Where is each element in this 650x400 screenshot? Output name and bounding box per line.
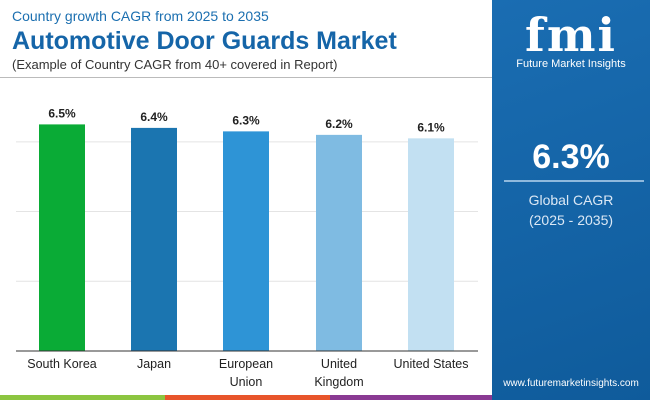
- cagr-period: (2025 - 2035): [528, 212, 614, 228]
- bar-chart: 6.5% South Korea 6.4% Japan 6.3% European Unio…: [16, 106, 478, 389]
- website-link[interactable]: www.futuremarketinsights.com: [503, 378, 639, 389]
- chart-note: (Example of Country CAGR from 40+ covere…: [12, 57, 338, 72]
- panel-divider: [504, 180, 644, 182]
- cagr-label: Global CAGR: [528, 192, 614, 208]
- data-label: 6.5%: [48, 106, 76, 120]
- bar-0: [39, 124, 85, 352]
- x-tick-label: United: [321, 357, 357, 371]
- logo-text: Future Market Insights: [516, 58, 626, 70]
- bar-3: [316, 134, 362, 351]
- fmi-logo: fmi: [525, 8, 617, 62]
- global-cagr-value: 6.3%: [532, 138, 610, 176]
- chart-title: Automotive Door Guards Market: [12, 27, 397, 55]
- data-label: 6.4%: [140, 110, 168, 124]
- bar-1: [131, 127, 177, 351]
- data-label: 6.1%: [417, 120, 445, 134]
- x-tick-label: Union: [230, 375, 263, 389]
- x-tick-label: European: [219, 357, 273, 371]
- stripe-green: [0, 395, 165, 400]
- bar-4: [408, 138, 454, 351]
- stripe-purple: [330, 395, 492, 400]
- x-tick-label: South Korea: [27, 357, 97, 371]
- x-tick-label: United States: [393, 357, 468, 371]
- data-label: 6.2%: [325, 117, 353, 131]
- global-cagr-label: Global CAGR (2025 - 2035): [492, 190, 650, 230]
- data-label: 6.3%: [232, 113, 260, 127]
- x-tick-label: Japan: [137, 357, 171, 371]
- x-tick-label: Kingdom: [314, 375, 363, 389]
- stripe-orange: [165, 395, 330, 400]
- side-panel: fmi Future Market Insights 6.3% Global C…: [492, 0, 650, 400]
- divider: [0, 77, 492, 78]
- chart-subtitle: Country growth CAGR from 2025 to 2035: [12, 8, 269, 24]
- bar-2: [223, 131, 269, 351]
